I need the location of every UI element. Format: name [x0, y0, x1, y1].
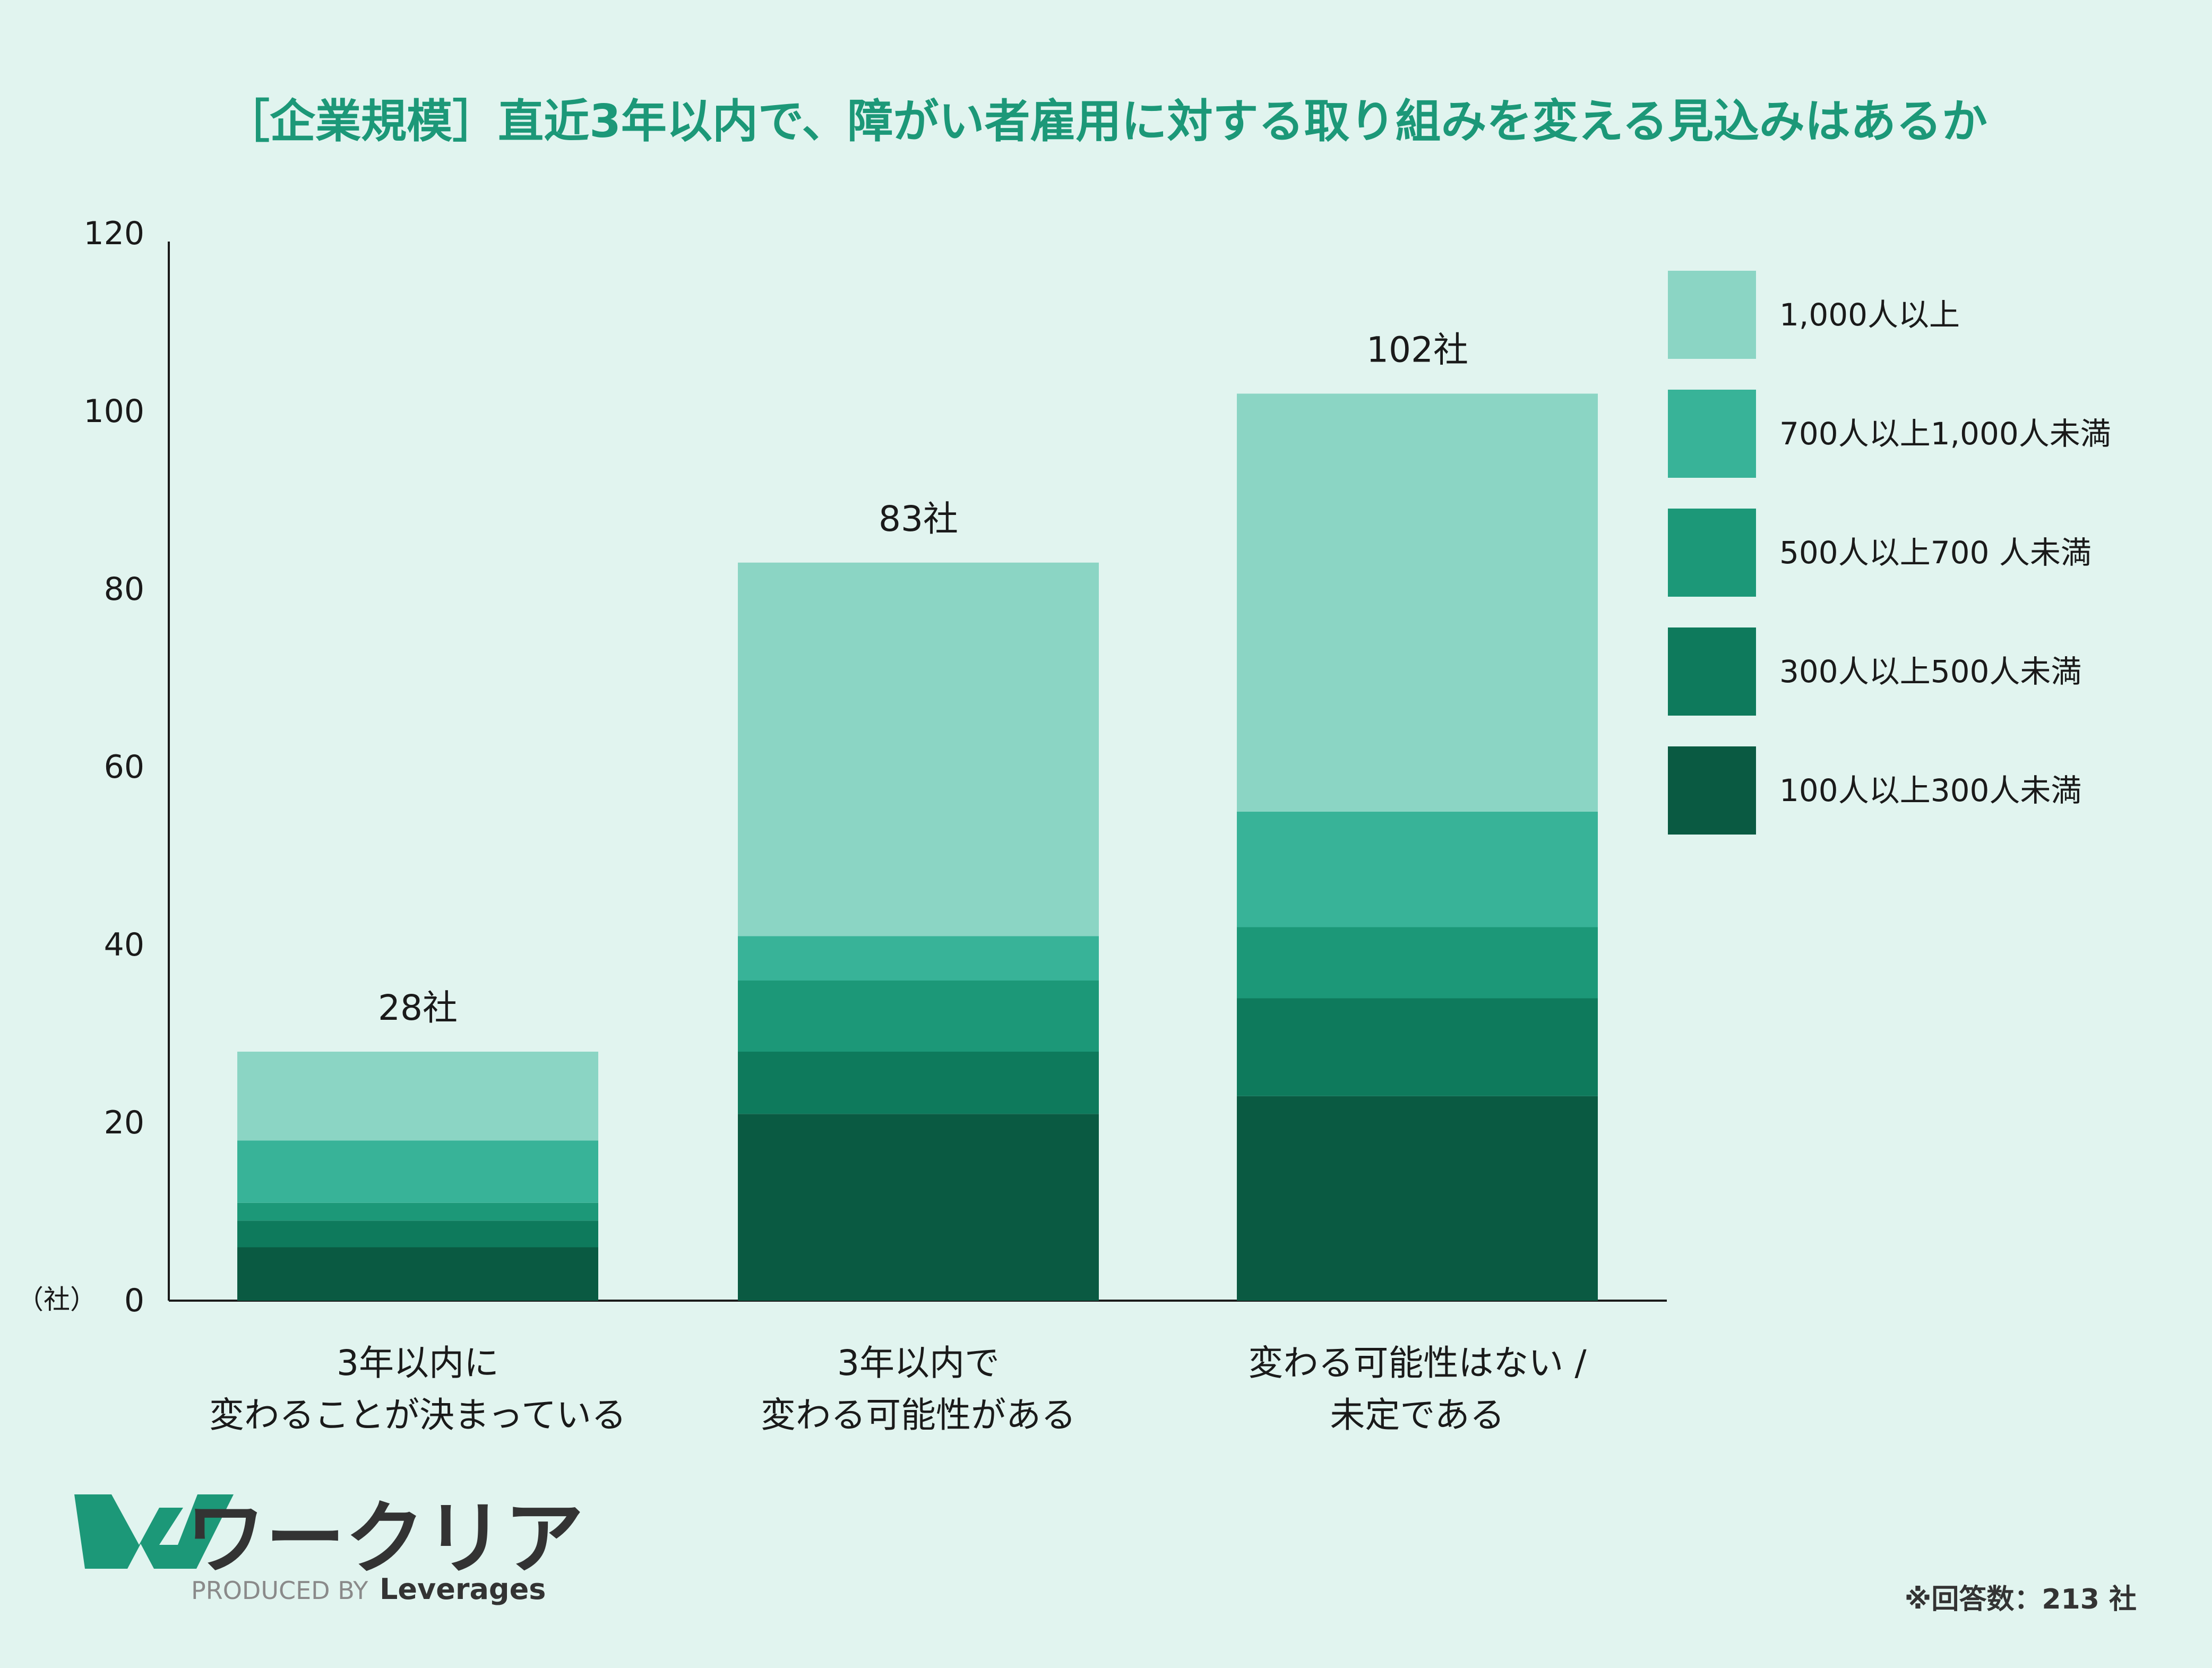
logo-text: ワークリア [186, 1493, 584, 1585]
bar-segment [237, 1247, 598, 1301]
legend-label: 700人以上1,000人未満 [1779, 416, 2111, 452]
produced-by-text: PRODUCED BY [191, 1576, 368, 1605]
bar-segment [237, 1140, 598, 1203]
bar-total-labels: 28社 83社 102社 [378, 330, 1468, 1029]
response-count-note: ※回答数：213 社 [1905, 1584, 2137, 1615]
bar-total-label: 102社 [1366, 330, 1468, 371]
bar-segment [237, 1202, 598, 1221]
bar-segment [1237, 811, 1598, 927]
bar-segment [237, 1052, 598, 1141]
bar-segment [1237, 927, 1598, 999]
brand-logo: ワークリア PRODUCED BY Leverages [74, 1493, 584, 1606]
bars [237, 393, 1598, 1301]
x-category-label: 変わる可能性はない / [1248, 1343, 1587, 1383]
legend-swatch [1668, 746, 1756, 835]
legend-swatch [1668, 627, 1756, 716]
legend-label: 100人以上300人未満 [1779, 772, 2081, 809]
bar-segment [738, 936, 1099, 981]
y-tick-label: 20 [104, 1104, 144, 1141]
legend-label: 1,000人以上 [1779, 297, 1960, 333]
legend-label: 300人以上500人未満 [1779, 654, 2081, 690]
bar-segment [738, 1114, 1099, 1301]
x-category-label: 変わる可能性がある [761, 1395, 1076, 1435]
bar-segment [738, 1052, 1099, 1114]
bar-segment [1237, 1096, 1598, 1301]
legend-label: 500人以上700 人未満 [1779, 535, 2091, 571]
legend-swatch [1668, 509, 1756, 597]
legend: 1,000人以上 700人以上1,000人未満 500人以上700 人未満 300人以… [1668, 271, 2111, 835]
legend-swatch [1668, 271, 1756, 359]
y-tick-label: 0 [124, 1282, 144, 1319]
x-category-label: 未定である [1330, 1395, 1504, 1435]
y-tick-label: 40 [104, 926, 144, 964]
chart-title: ［企業規模］直近3年以内で、障がい者雇用に対する取り組みを変える見込みはあるか [224, 95, 1987, 148]
x-category-label: 変わることが決まっている [209, 1395, 626, 1435]
y-axis-unit-label: （社） [17, 1284, 97, 1315]
bar-total-label: 28社 [378, 987, 458, 1028]
bar-segment [1237, 998, 1598, 1096]
x-category-label: 3年以内で [837, 1343, 1000, 1383]
bar-segment [738, 981, 1099, 1052]
y-tick-label: 80 [104, 571, 144, 608]
bar-total-label: 83社 [879, 498, 958, 539]
brand-name: Leverages [380, 1572, 546, 1606]
legend-swatch [1668, 390, 1756, 478]
bar-segment [738, 562, 1099, 936]
y-tick-label: 100 [83, 393, 144, 430]
bar-segment [237, 1220, 598, 1248]
logo-mark-icon [74, 1494, 234, 1569]
y-tick-label: 120 [83, 215, 144, 252]
y-tick-label: 60 [104, 749, 144, 786]
bar-segment [1237, 393, 1598, 812]
x-category-label: 3年以内に [337, 1343, 499, 1383]
